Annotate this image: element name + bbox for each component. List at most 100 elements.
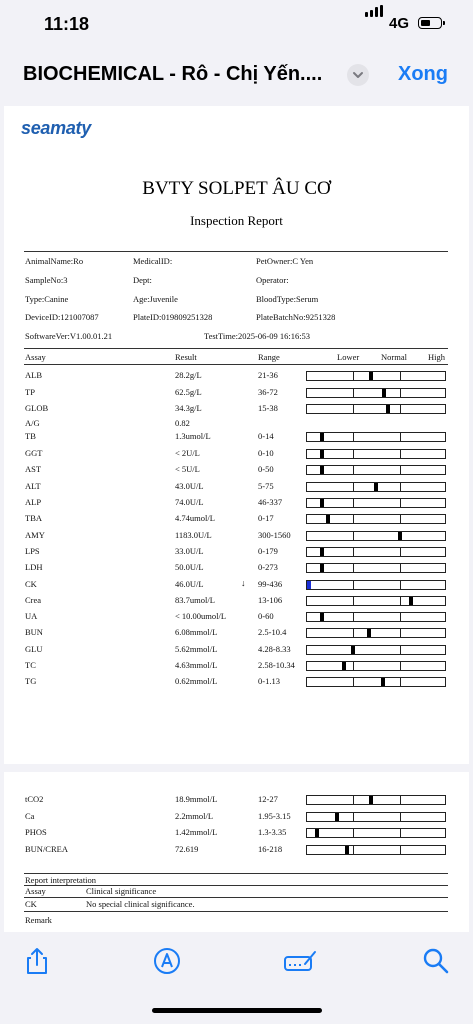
result-assay: Ca	[25, 810, 35, 821]
result-row: TP 62.5g/L 36-72	[4, 386, 469, 400]
search-icon[interactable]	[421, 946, 451, 976]
header-normal: Normal	[381, 352, 407, 362]
remark-label: Remark	[25, 915, 52, 925]
result-row: TB 1.3umol/L 0-14	[4, 430, 469, 444]
seamaty-logo: seamaty	[21, 118, 91, 138]
result-result: 1183.0U/L	[175, 530, 212, 540]
sample-no: SampleNo:3	[25, 275, 68, 285]
result-assay: ALT	[25, 481, 41, 491]
bar-divider	[353, 845, 354, 854]
bar-divider	[400, 433, 401, 441]
operator: Operator:	[256, 275, 289, 285]
pet-owner: PetOwner:C Yen	[256, 256, 314, 266]
document-title[interactable]: BIOCHEMICAL - Rô - Chị Yến....	[23, 63, 323, 85]
bar-divider	[400, 845, 401, 854]
range-bar	[306, 498, 446, 508]
range-marker	[367, 629, 371, 637]
result-row: AMY 1183.0U/L 300-1560	[4, 529, 469, 543]
result-row: PHOS 1.42mmol/L 1.3-3.35	[4, 826, 469, 840]
bar-divider	[400, 405, 401, 413]
result-assay: GLOB	[25, 403, 49, 413]
range-marker	[320, 613, 324, 621]
bar-divider	[400, 389, 401, 397]
result-result: < 2U/L	[175, 448, 200, 458]
dept: Dept:	[133, 275, 152, 285]
result-assay: GGT	[25, 448, 43, 458]
result-range: 15-38	[258, 403, 278, 413]
range-bar	[306, 811, 446, 822]
signature-icon[interactable]	[283, 946, 316, 976]
range-marker	[398, 532, 402, 540]
divider	[24, 251, 448, 252]
animal-type: Type:Canine	[25, 294, 69, 304]
result-row: TC 4.63mmol/L 2.58-10.34	[4, 659, 469, 673]
result-result: 18.9mmol/L	[175, 794, 218, 804]
range-marker	[345, 845, 349, 854]
bar-divider	[353, 405, 354, 413]
range-marker	[369, 796, 373, 804]
result-range: 0-179	[258, 546, 278, 556]
result-range: 36-72	[258, 387, 278, 397]
result-assay: PHOS	[25, 827, 47, 837]
share-icon[interactable]	[22, 946, 52, 976]
result-result: 6.08mmol/L	[175, 627, 218, 637]
device-id: DeviceID:121007087	[25, 312, 99, 322]
result-row: GLU 5.62mmol/L 4.28-8.33	[4, 643, 469, 657]
interpretation-title: Report interpretation	[25, 875, 97, 885]
result-row: Ca 2.2mmol/L 1.95-3.15	[4, 810, 469, 824]
bar-divider	[353, 515, 354, 523]
bar-divider	[353, 662, 354, 670]
bar-divider	[353, 499, 354, 507]
divider	[24, 364, 448, 365]
result-assay: TG	[25, 676, 37, 686]
bar-divider	[400, 812, 401, 821]
result-assay: Crea	[25, 595, 42, 605]
result-result: < 10.00umol/L	[175, 611, 227, 621]
result-assay: UA	[25, 611, 38, 621]
bar-divider	[353, 433, 354, 441]
result-row: UA < 10.00umol/L 0-60	[4, 610, 469, 624]
result-assay: tCO2	[25, 794, 44, 804]
bar-divider	[353, 532, 354, 540]
result-assay: BUN/CREA	[25, 843, 68, 854]
result-result: < 5U/L	[175, 464, 200, 474]
bar-divider	[353, 389, 354, 397]
bar-divider	[400, 629, 401, 637]
result-result: 43.0U/L	[175, 481, 204, 491]
bar-divider	[400, 564, 401, 572]
result-assay: LPS	[25, 546, 40, 556]
range-marker	[386, 405, 390, 413]
range-bar	[306, 580, 446, 590]
range-marker	[320, 564, 324, 572]
network-type: 4G	[389, 15, 410, 32]
result-result: 2.2mmol/L	[175, 810, 214, 821]
bar-divider	[353, 678, 354, 686]
range-marker	[342, 662, 346, 670]
interp-col-significance: Clinical significance	[86, 886, 157, 896]
divider	[24, 885, 448, 886]
chevron-down-icon[interactable]	[347, 64, 369, 86]
bar-divider	[353, 581, 354, 589]
bar-divider	[400, 483, 401, 491]
range-marker	[320, 548, 324, 556]
range-marker	[381, 678, 385, 686]
home-indicator	[152, 1008, 322, 1013]
header-range: Range	[258, 352, 280, 362]
header-result: Result	[175, 352, 197, 362]
result-assay: TP	[25, 387, 35, 397]
result-assay: AMY	[25, 530, 45, 540]
result-range: 21-36	[258, 370, 278, 380]
bar-divider	[400, 450, 401, 458]
markup-icon[interactable]	[152, 946, 182, 976]
bar-divider	[400, 515, 401, 523]
range-bar	[306, 371, 446, 381]
age: Age:Juvenile	[133, 294, 178, 304]
result-result: 4.74umol/L	[175, 513, 215, 523]
bar-divider	[400, 796, 401, 804]
result-result: 33.0U/L	[175, 546, 204, 556]
range-bar	[306, 432, 446, 442]
bar-divider	[353, 613, 354, 621]
range-bar	[306, 514, 446, 524]
result-range: 0-17	[258, 513, 274, 523]
done-button[interactable]: Xong	[398, 63, 448, 85]
